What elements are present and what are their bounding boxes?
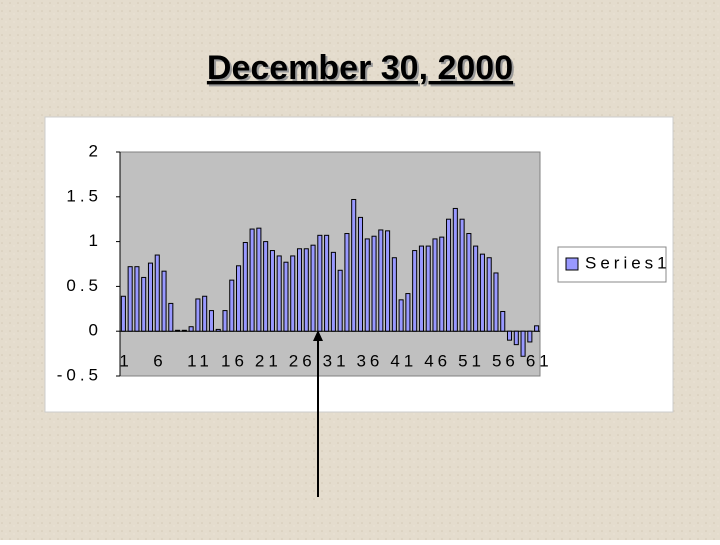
bar (405, 293, 411, 332)
bar (256, 227, 262, 332)
bar (168, 302, 174, 332)
bar (208, 310, 214, 332)
y-tick-label: 1.5 (66, 186, 102, 205)
bar (317, 234, 323, 332)
x-tick-label: 21 (255, 351, 282, 370)
bar (473, 245, 479, 332)
bar (418, 245, 424, 332)
bar (147, 262, 154, 332)
bar (385, 230, 391, 332)
bar (175, 329, 181, 332)
bar (242, 241, 248, 332)
bar (127, 266, 133, 332)
bar (161, 270, 167, 332)
bar (249, 228, 255, 332)
bar (398, 299, 404, 332)
bar (154, 254, 160, 332)
bar (425, 245, 431, 332)
x-tick-label: 26 (289, 351, 316, 370)
bar (534, 325, 540, 332)
bar (310, 244, 316, 332)
bar (229, 279, 235, 332)
bar (202, 295, 208, 332)
bar (391, 257, 397, 332)
bar (344, 233, 350, 332)
bar (506, 330, 513, 341)
x-tick-label: 6 (153, 351, 166, 370)
bar (330, 251, 336, 332)
bar (215, 328, 221, 332)
bar (493, 272, 499, 332)
slide-title: December 30, 2000 (207, 49, 513, 87)
x-tick-label: 51 (458, 351, 485, 370)
bar (195, 298, 201, 332)
arrow-head (313, 330, 323, 341)
bar (290, 255, 296, 332)
bar (466, 233, 472, 332)
bar (452, 207, 458, 332)
bar (459, 218, 465, 332)
legend-swatch (565, 257, 579, 271)
y-tick-label: 2 (89, 141, 102, 160)
bar (500, 310, 506, 332)
x-tick-label: 41 (390, 351, 417, 370)
bar (134, 266, 140, 332)
y-tick-label: 0.5 (66, 276, 102, 295)
bar (263, 241, 269, 332)
x-tick-label: 61 (526, 351, 553, 370)
x-tick-label: 11 (187, 351, 213, 370)
bar (432, 238, 438, 332)
bar (283, 261, 289, 332)
bar (141, 276, 147, 332)
bar (324, 234, 330, 332)
bar (357, 216, 364, 332)
x-tick-label: 1 (119, 351, 132, 370)
bar (412, 250, 418, 332)
bar (222, 310, 228, 332)
y-tick-label: -0.5 (57, 365, 102, 384)
bar (371, 235, 377, 332)
legend-label: Series1 (585, 253, 671, 272)
x-tick-label: 56 (492, 351, 519, 370)
bar (120, 295, 126, 332)
bar (527, 330, 533, 343)
bar (276, 255, 282, 332)
x-tick-label: 36 (356, 351, 383, 370)
bar (378, 229, 384, 332)
y-tick-label: 1 (89, 231, 102, 250)
chart: 21.510.50-0.51 6 11 16 21 26 31 36 41 46 51 56 61Ser… (57, 141, 671, 384)
bar (439, 236, 445, 332)
bar (364, 238, 370, 332)
bar (303, 248, 309, 332)
bar (236, 265, 242, 332)
bar (446, 218, 452, 332)
bar (181, 329, 187, 332)
bar (520, 330, 526, 357)
bar (513, 330, 519, 346)
title-shadow: December 30, 2000 (209, 51, 515, 89)
bar (486, 257, 492, 332)
x-tick-label: 31 (323, 351, 350, 370)
x-tick-label: 16 (221, 351, 248, 370)
y-tick-label: 0 (89, 321, 102, 340)
bar (337, 269, 343, 332)
x-tick-label: 46 (424, 351, 451, 370)
bar (188, 326, 194, 332)
bar (296, 248, 303, 332)
bar (479, 253, 485, 332)
bar (269, 250, 275, 332)
bar (351, 198, 357, 332)
